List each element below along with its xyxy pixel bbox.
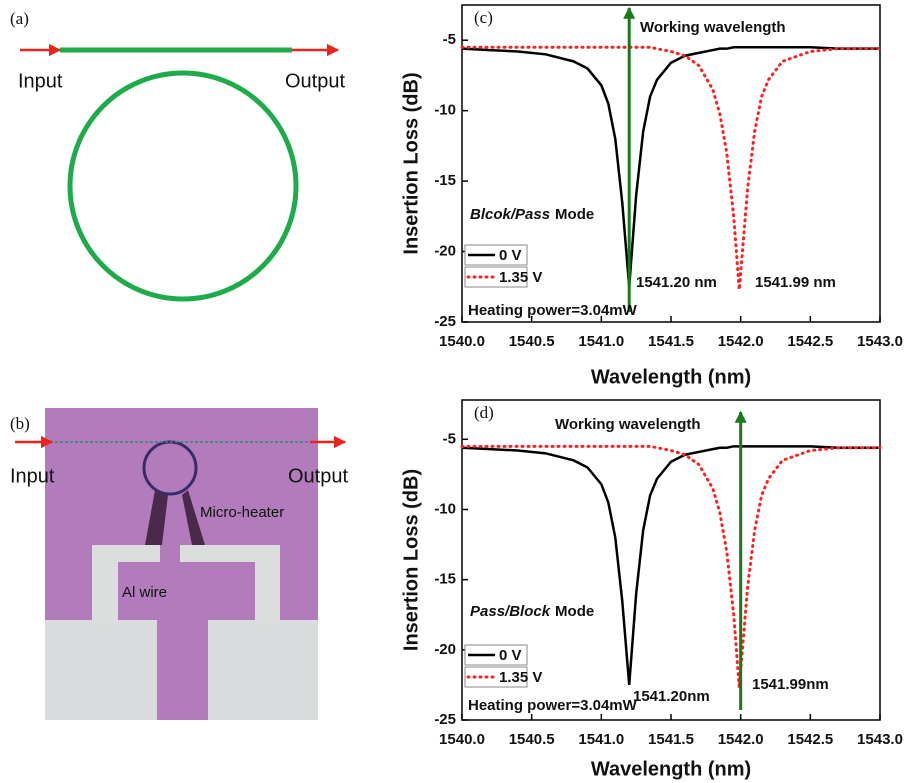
x-tick-label: 1542.0 <box>718 333 764 350</box>
peak-label: 1541.99nm <box>752 676 829 693</box>
x-tick-label: 1540.0 <box>439 333 485 350</box>
panel-label: (a) <box>10 9 29 28</box>
y-tick-label: -25 <box>434 313 456 330</box>
mode-suffix: Mode <box>555 206 594 223</box>
x-tick-label: 1542.5 <box>787 333 833 350</box>
y-tick-label: -15 <box>434 172 456 189</box>
output-label: Output <box>288 465 348 487</box>
x-tick-label: 1540.5 <box>509 731 555 748</box>
arrow-label: Working wavelength <box>640 19 786 36</box>
y-tick-label: -10 <box>434 500 456 517</box>
legend-label: 0 V <box>499 647 522 664</box>
mode-label: Blcok/Pass Mode <box>470 206 594 223</box>
y-axis-label: Insertion Loss (dB) <box>400 469 422 651</box>
figure: (a) Input Output (b) Input Output Micro-… <box>0 0 908 783</box>
note: Heating power=3.04mW <box>468 302 638 319</box>
y-tick-label: -5 <box>443 430 456 447</box>
mode-suffix: Mode <box>555 603 594 620</box>
y-tick-label: -5 <box>443 31 456 48</box>
peak-label: 1541.99 nm <box>755 274 836 291</box>
heater-label: Micro-heater <box>200 504 284 521</box>
ring <box>70 73 296 299</box>
panel-a: (a) Input Output <box>10 9 345 299</box>
y-tick-label: -15 <box>434 571 456 588</box>
panel-label: (d) <box>474 403 494 422</box>
x-tick-label: 1543.0 <box>857 333 903 350</box>
y-tick-label: -20 <box>434 641 456 658</box>
x-axis-label: Wavelength (nm) <box>591 366 751 388</box>
y-axis-label: Insertion Loss (dB) <box>400 72 422 254</box>
x-tick-label: 1542.0 <box>718 731 764 748</box>
output-label: Output <box>285 70 345 92</box>
y-tick-label: -25 <box>434 711 456 728</box>
peak-label: 1541.20nm <box>633 688 710 705</box>
mode-name: Blcok/Pass <box>470 206 550 223</box>
wire-label: Al wire <box>122 584 167 601</box>
x-tick-label: 1540.5 <box>509 333 555 350</box>
x-tick-label: 1541.5 <box>648 333 694 350</box>
pad <box>208 620 318 720</box>
x-tick-label: 1541.0 <box>578 333 624 350</box>
y-tick-label: -20 <box>434 243 456 260</box>
x-tick-label: 1543.0 <box>857 731 903 748</box>
y-tick-label: -10 <box>434 102 456 119</box>
legend-label: 1.35 V <box>499 269 542 286</box>
x-tick-label: 1542.5 <box>787 731 833 748</box>
x-tick-label: 1540.0 <box>439 731 485 748</box>
pad <box>45 620 157 720</box>
x-tick-label: 1541.5 <box>648 731 694 748</box>
note: Heating power=3.04mW <box>468 697 638 714</box>
x-tick-label: 1541.0 <box>578 731 624 748</box>
input-label: Input <box>10 465 55 487</box>
legend-label: 0 V <box>499 247 522 264</box>
mode-name: Pass/Block <box>470 603 551 620</box>
input-label: Input <box>18 70 63 92</box>
arrow-label: Working wavelength <box>555 416 701 433</box>
panel-label: (b) <box>10 414 30 433</box>
panel-b: (b) Input Output Micro-heater Al wire <box>10 408 348 720</box>
legend-label: 1.35 V <box>499 669 542 686</box>
x-axis-label: Wavelength (nm) <box>591 758 751 780</box>
peak-label: 1541.20 nm <box>636 274 717 291</box>
panel-label: (c) <box>474 8 493 27</box>
